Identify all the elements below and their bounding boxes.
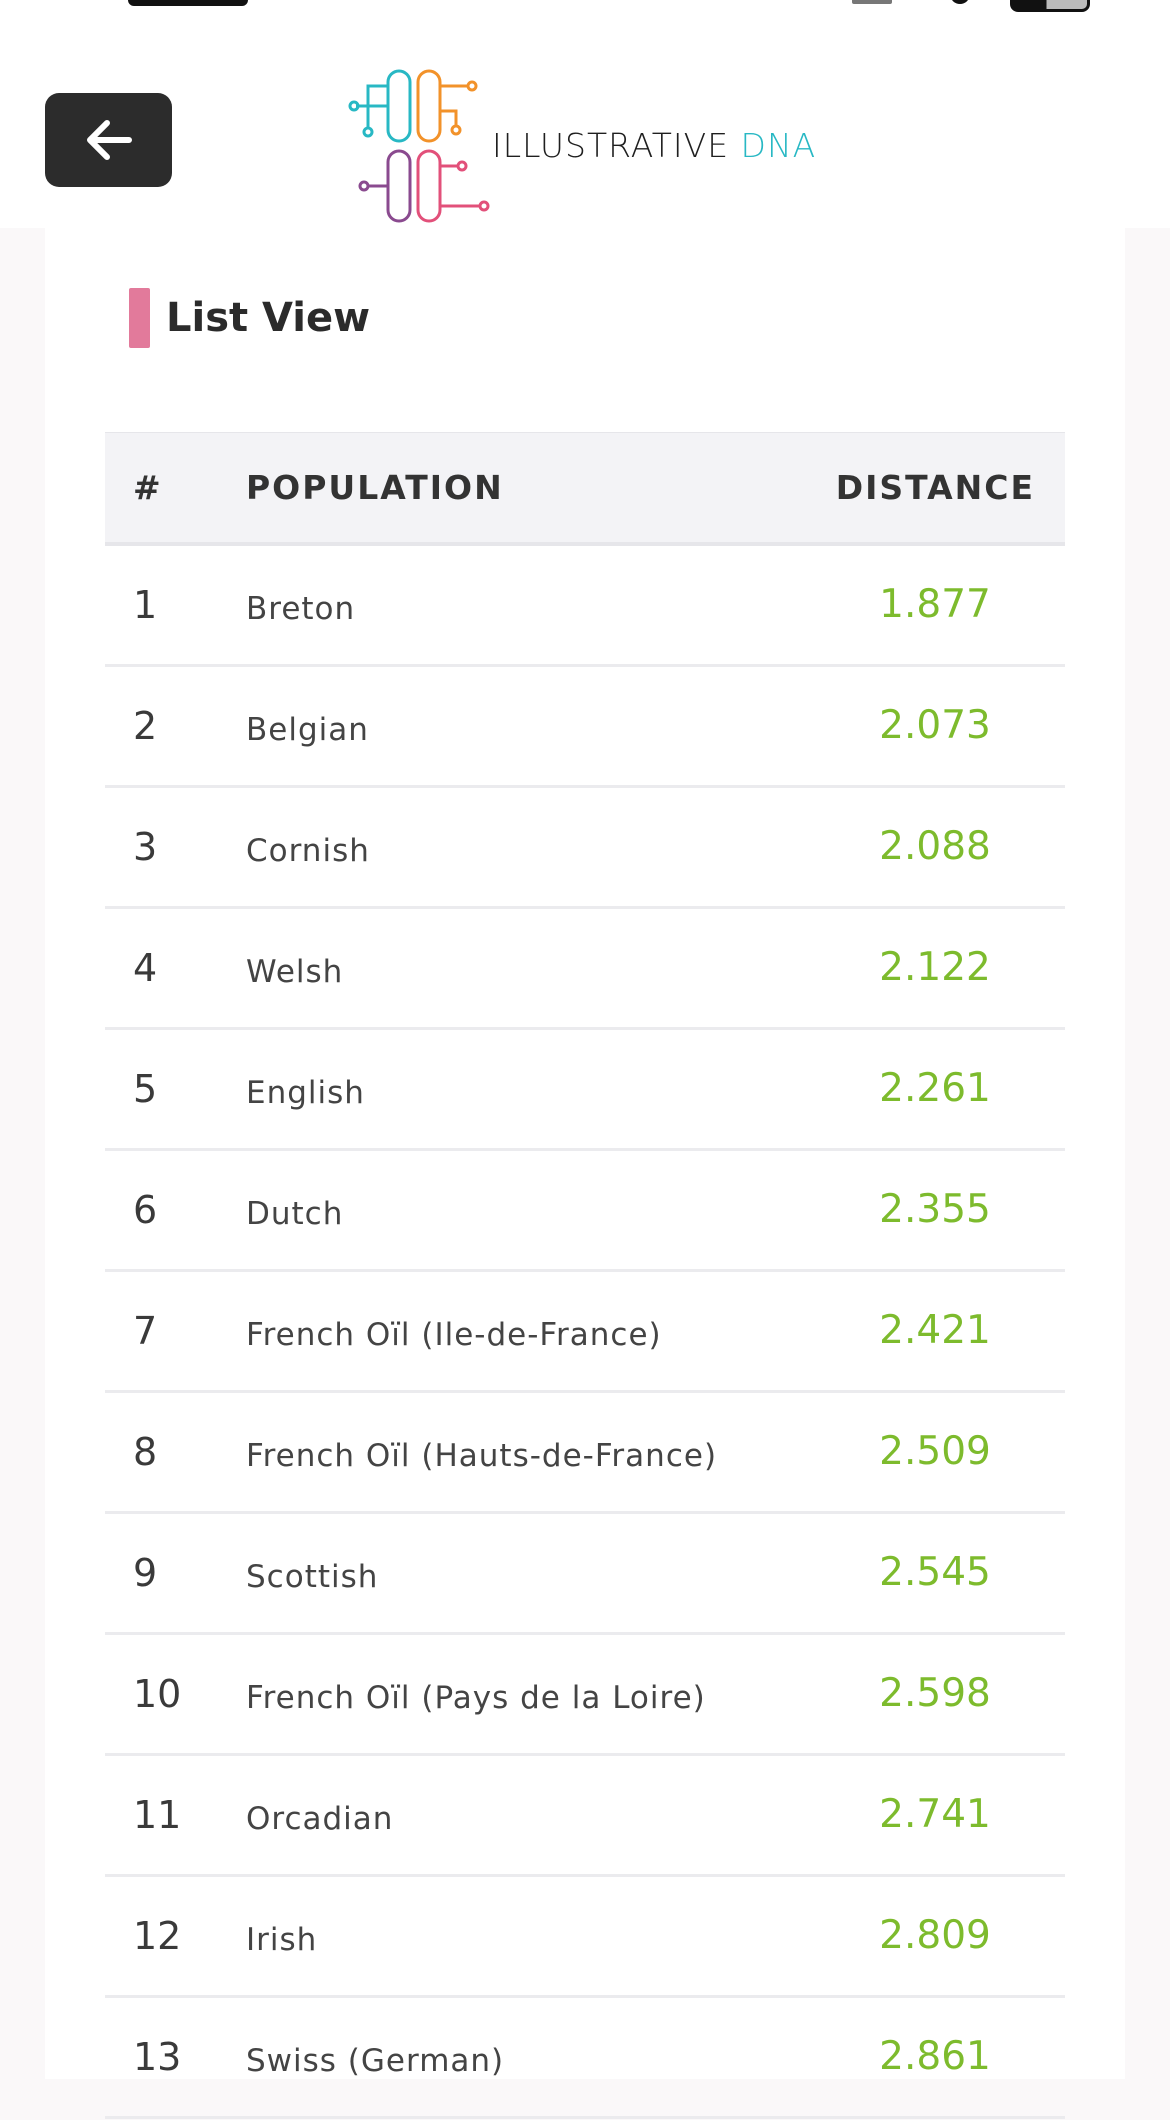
row-rank: 3 [133,825,158,869]
row-population: English [246,1075,365,1111]
logo-text-accent: DNA [740,126,817,165]
row-population: Scottish [246,1559,379,1595]
row-rank: 11 [133,1793,182,1837]
row-rank: 7 [133,1309,158,1353]
row-population: French Oïl (Pays de la Loire) [246,1680,706,1716]
battery-icon [1010,0,1090,12]
row-rank: 10 [133,1672,182,1716]
row-population: Irish [246,1922,318,1958]
row-population: French Oïl (Ile-de-France) [246,1317,662,1353]
logo-text-primary: ILLUSTRATIVE [492,126,741,165]
table-row[interactable]: 12 Irish 2.809 [105,1877,1065,1998]
row-population: Cornish [246,833,370,869]
heading-accent-bar [129,288,150,348]
row-rank: 9 [133,1551,158,1595]
row-rank: 1 [133,583,158,627]
app-header: ILLUSTRATIVE DNA [0,14,1170,228]
row-distance: 2.261 [879,1066,991,1111]
row-rank: 13 [133,2035,182,2079]
table-row[interactable]: 5 English 2.261 [105,1030,1065,1151]
table-row[interactable]: 8 French Oïl (Hauts-de-France) 2.509 [105,1393,1065,1514]
table-row[interactable]: 10 French Oïl (Pays de la Loire) 2.598 [105,1635,1065,1756]
row-distance: 2.122 [879,945,991,990]
row-distance: 2.598 [879,1671,991,1716]
results-card: List View # POPULATION DISTANCE 1 Breton… [45,228,1125,2119]
row-population: Welsh [246,954,344,990]
section-heading: List View [129,288,370,348]
row-rank: 6 [133,1188,158,1232]
row-rank: 4 [133,946,158,990]
column-header-population: POPULATION [246,468,504,507]
signal-icon [852,0,892,4]
illustrative-dna-logo[interactable]: ILLUSTRATIVE DNA [346,66,826,226]
table-row[interactable]: 4 Welsh 2.122 [105,909,1065,1030]
wifi-icon [950,0,970,4]
table-row[interactable]: 7 French Oïl (Ile-de-France) 2.421 [105,1272,1065,1393]
row-distance: 2.088 [879,824,991,869]
table-row[interactable]: 1 Breton 1.877 [105,546,1065,667]
column-header-distance: DISTANCE [835,468,1035,507]
row-rank: 5 [133,1067,158,1111]
table-row[interactable]: 6 Dutch 2.355 [105,1151,1065,1272]
status-time [128,0,248,6]
table-row[interactable]: 11 Orcadian 2.741 [105,1756,1065,1877]
table-row[interactable]: 9 Scottish 2.545 [105,1514,1065,1635]
row-rank: 8 [133,1430,158,1474]
status-bar [0,0,1170,14]
row-distance: 2.073 [879,703,991,748]
row-population: Dutch [246,1196,344,1232]
population-distance-table: # POPULATION DISTANCE 1 Breton 1.877 2 B… [105,432,1065,2119]
table-row[interactable]: 3 Cornish 2.088 [105,788,1065,909]
table-header: # POPULATION DISTANCE [105,432,1065,546]
row-population: Swiss (German) [246,2043,505,2079]
logo-wordmark: ILLUSTRATIVE DNA [492,126,816,165]
row-population: French Oïl (Hauts-de-France) [246,1438,718,1474]
row-population: Breton [246,591,356,627]
row-distance: 2.421 [879,1308,991,1353]
row-rank: 2 [133,704,158,748]
table-row[interactable]: 13 Swiss (German) 2.861 [105,1998,1065,2119]
row-distance: 2.545 [879,1550,991,1595]
row-rank: 12 [133,1914,182,1958]
section-title: List View [166,295,371,341]
row-distance: 2.741 [879,1792,991,1837]
column-header-rank: # [133,468,163,507]
row-population: Orcadian [246,1801,394,1837]
row-population: Belgian [246,712,369,748]
row-distance: 2.809 [879,1913,991,1958]
row-distance: 1.877 [879,582,991,627]
row-distance: 2.509 [879,1429,991,1474]
back-button[interactable] [45,93,172,187]
dna-logo-icon [348,69,490,223]
row-distance: 2.355 [879,1187,991,1232]
row-distance: 2.861 [879,2034,991,2079]
arrow-left-icon [86,120,132,160]
table-row[interactable]: 2 Belgian 2.073 [105,667,1065,788]
